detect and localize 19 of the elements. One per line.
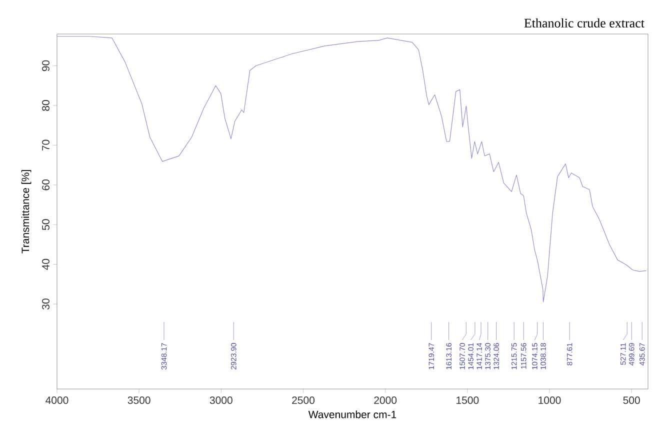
y-tick-label: 80 <box>42 100 50 111</box>
x-tick-label: 2000 <box>374 396 397 404</box>
x-tick-label: 500 <box>623 396 640 404</box>
y-tick-label: 30 <box>42 298 50 310</box>
x-tick-label: 1500 <box>456 396 479 404</box>
x-tick-label: 1000 <box>538 396 561 404</box>
x-tick-label: 4000 <box>46 396 68 404</box>
x-tick-label: 2500 <box>292 396 314 404</box>
y-tick-label: 60 <box>42 179 50 190</box>
x-axis-title: Wavenumber cm-1 <box>308 410 396 418</box>
y-tick-label: 90 <box>42 60 50 72</box>
x-tick-label: 3500 <box>128 396 150 404</box>
y-tick-label: 40 <box>42 258 50 270</box>
x-tick-label: 3000 <box>210 396 232 404</box>
y-tick-label: 70 <box>42 140 50 150</box>
chart-title: Ethanolic crude extract <box>524 18 644 28</box>
y-tick-label: 50 <box>42 219 50 230</box>
y-axis-title: Transmittance [%] <box>21 170 32 254</box>
line-series <box>56 36 646 302</box>
